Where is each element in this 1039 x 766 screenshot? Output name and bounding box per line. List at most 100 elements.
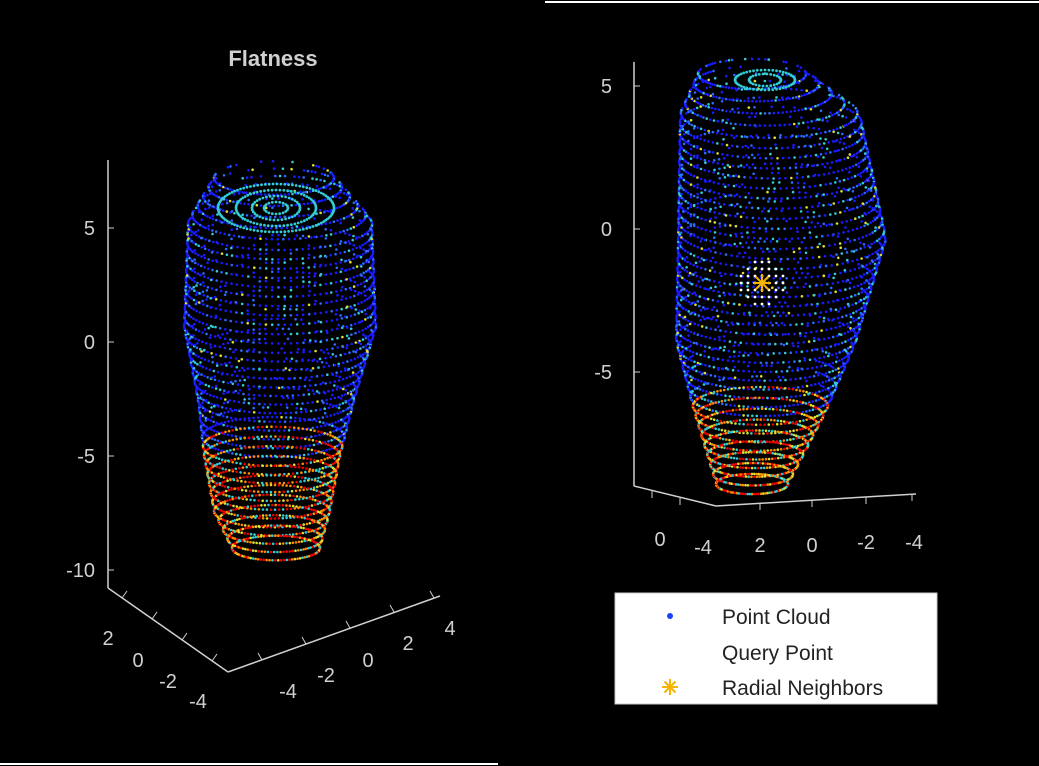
cloud-point bbox=[761, 187, 764, 190]
cloud-point bbox=[342, 325, 345, 328]
cloud-point bbox=[700, 201, 703, 204]
cloud-point bbox=[197, 373, 200, 376]
cloud-point bbox=[339, 411, 342, 414]
cloud-point bbox=[230, 282, 233, 285]
cloud-point bbox=[814, 105, 817, 108]
cloud-point bbox=[301, 540, 304, 543]
cloud-point bbox=[249, 499, 252, 502]
cloud-point bbox=[819, 82, 822, 85]
cloud-point bbox=[340, 308, 343, 311]
cloud-point bbox=[798, 247, 801, 250]
cloud-point bbox=[319, 408, 322, 411]
cloud-point bbox=[198, 320, 201, 323]
cloud-point bbox=[218, 196, 221, 199]
cloud-point bbox=[319, 481, 322, 484]
cloud-point bbox=[234, 497, 237, 500]
cloud-point bbox=[258, 420, 261, 423]
cloud-point bbox=[274, 455, 277, 458]
cloud-point bbox=[228, 361, 231, 364]
cloud-point bbox=[319, 209, 322, 212]
cloud-point bbox=[287, 436, 290, 439]
cloud-point bbox=[238, 192, 241, 195]
cloud-point bbox=[334, 426, 337, 429]
cloud-point bbox=[283, 230, 286, 233]
cloud-point bbox=[713, 169, 716, 172]
cloud-point bbox=[277, 305, 280, 308]
cloud-point bbox=[295, 248, 298, 251]
cloud-point bbox=[264, 193, 267, 196]
cloud-point bbox=[804, 107, 807, 110]
cloud-point bbox=[307, 214, 310, 217]
cloud-point bbox=[307, 208, 310, 211]
cloud-point bbox=[362, 333, 365, 336]
cloud-point bbox=[811, 276, 814, 279]
cloud-point bbox=[834, 212, 837, 215]
cloud-point bbox=[264, 403, 267, 406]
left-x-tick-label: -2 bbox=[317, 665, 335, 687]
cloud-point bbox=[269, 412, 272, 415]
cloud-point bbox=[321, 199, 324, 202]
cloud-point bbox=[312, 439, 315, 442]
cloud-point bbox=[346, 425, 349, 428]
cloud-point bbox=[785, 187, 788, 190]
cloud-point bbox=[365, 344, 368, 347]
cloud-point bbox=[866, 272, 869, 275]
cloud-point bbox=[693, 223, 696, 226]
cloud-point bbox=[193, 367, 196, 370]
cloud-point bbox=[308, 379, 311, 382]
cloud-point bbox=[248, 388, 251, 391]
cloud-point bbox=[693, 254, 696, 257]
cloud-point bbox=[370, 333, 373, 336]
cloud-point bbox=[815, 236, 818, 239]
cloud-point bbox=[724, 186, 727, 189]
cloud-point bbox=[240, 507, 243, 510]
cloud-point bbox=[238, 360, 241, 363]
cloud-point bbox=[800, 135, 803, 138]
cloud-point bbox=[744, 186, 747, 189]
cloud-point bbox=[359, 321, 362, 324]
cloud-point bbox=[327, 444, 330, 447]
cloud-point bbox=[269, 216, 272, 219]
cloud-point bbox=[288, 429, 291, 432]
cloud-point bbox=[204, 410, 207, 413]
cloud-point bbox=[347, 400, 350, 403]
cloud-point bbox=[247, 203, 250, 206]
cloud-point bbox=[308, 253, 311, 256]
cloud-point bbox=[325, 320, 328, 323]
cloud-point bbox=[344, 232, 347, 235]
cloud-point bbox=[243, 192, 246, 195]
cloud-point bbox=[253, 313, 256, 316]
cloud-point bbox=[227, 166, 230, 169]
cloud-point bbox=[764, 162, 767, 165]
cloud-point bbox=[295, 407, 298, 410]
cloud-point bbox=[324, 210, 327, 213]
cloud-point bbox=[709, 230, 712, 233]
cloud-point bbox=[302, 532, 305, 535]
cloud-point bbox=[320, 425, 323, 428]
cloud-point bbox=[268, 429, 271, 432]
cloud-point bbox=[741, 88, 744, 91]
cloud-point bbox=[233, 223, 236, 226]
cloud-point bbox=[274, 403, 277, 406]
cloud-point bbox=[274, 435, 277, 438]
cloud-point bbox=[862, 182, 865, 185]
cloud-point bbox=[313, 266, 316, 269]
cloud-point bbox=[259, 276, 262, 279]
cloud-point bbox=[789, 167, 792, 170]
cloud-point bbox=[243, 472, 246, 475]
cloud-point bbox=[282, 212, 285, 215]
cloud-point bbox=[768, 197, 771, 200]
cloud-point bbox=[247, 285, 250, 288]
cloud-point bbox=[297, 476, 300, 479]
cloud-point bbox=[240, 331, 243, 334]
cloud-point bbox=[252, 407, 255, 410]
cloud-point bbox=[283, 535, 286, 538]
cloud-point bbox=[206, 409, 209, 412]
cloud-point bbox=[883, 227, 886, 230]
cloud-point bbox=[232, 341, 235, 344]
cloud-point bbox=[258, 508, 261, 511]
cloud-point bbox=[266, 464, 269, 467]
cloud-point bbox=[879, 208, 882, 211]
cloud-point bbox=[222, 415, 225, 418]
cloud-point bbox=[253, 266, 256, 269]
